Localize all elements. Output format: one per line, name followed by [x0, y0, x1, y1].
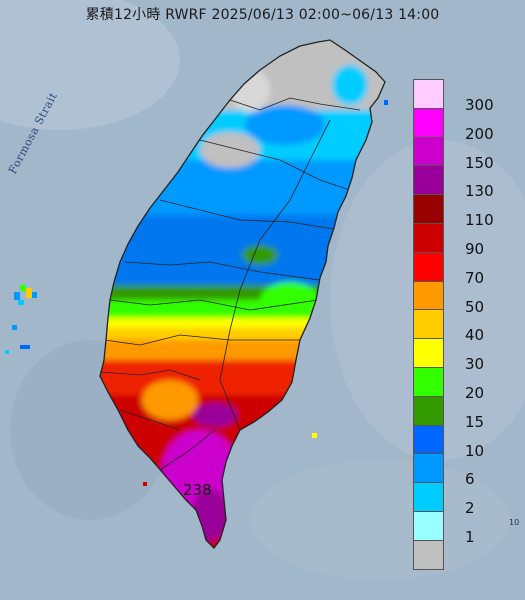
legend-label: 70: [465, 268, 485, 287]
legend-label: 20: [465, 384, 485, 402]
cloud-patch: [250, 460, 510, 580]
legend-swatch: [413, 280, 444, 311]
legend-label: 15: [465, 412, 485, 431]
legend-swatch: [413, 367, 444, 397]
legend-swatch: [413, 338, 444, 368]
legend-label: 130: [465, 182, 494, 201]
legend-swatch: [413, 79, 444, 109]
legend-swatch: [413, 194, 444, 224]
rainfall-legend: 300 200 150 130 110 90 70 50 40 30 20 15 10 6 2 1: [413, 79, 523, 570]
legend-label: 300: [465, 96, 494, 114]
map-title: 累積12小時 RWRF 2025/06/13 02:00~06/13 14:00: [85, 7, 440, 23]
legend-swatch: [413, 395, 444, 426]
legend-label: 90: [465, 240, 485, 258]
legend-swatch: [413, 482, 444, 512]
legend-swatch: [413, 223, 444, 253]
legend-label: 6: [465, 470, 475, 489]
legend-label: 50: [465, 297, 485, 316]
legend-swatch: [413, 107, 444, 138]
legend-swatch: [413, 309, 444, 340]
county-boundaries: [100, 97, 361, 471]
legend-swatch: [413, 136, 444, 167]
legend-swatch: [413, 511, 444, 541]
legend-label: 1: [465, 528, 475, 546]
legend-label: 30: [465, 355, 485, 374]
offshore-rain-cells: [5, 100, 388, 486]
cloud-patch: [0, 0, 180, 130]
legend-label: 200: [465, 124, 494, 143]
legend-swatch: [413, 251, 444, 282]
max-rainfall-label: 238: [183, 481, 212, 499]
legend-swatch: [413, 539, 444, 570]
legend-swatch: [413, 165, 444, 196]
legend-label: 110: [465, 211, 494, 230]
legend-label: 2: [465, 499, 475, 518]
legend-swatch: [413, 424, 444, 455]
edge-tick-label: 10: [509, 518, 520, 527]
legend-label: 10: [465, 441, 485, 460]
legend-label: 150: [465, 153, 494, 172]
legend-swatch: [413, 453, 444, 484]
legend-label: 40: [465, 326, 485, 345]
